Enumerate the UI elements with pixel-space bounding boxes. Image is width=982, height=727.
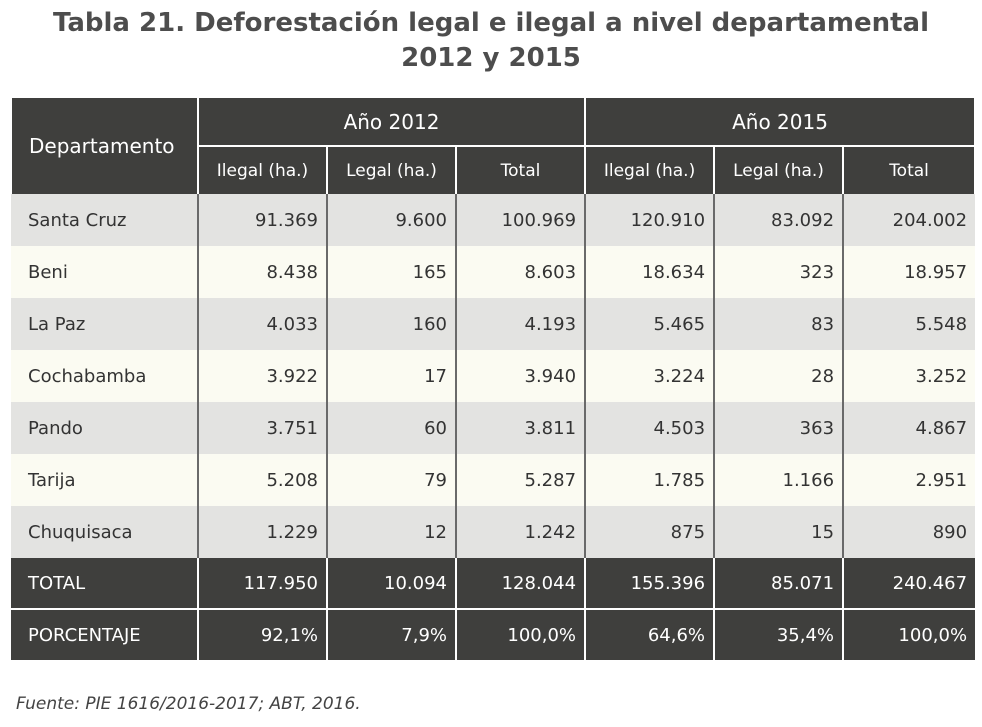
table-cell: 7,9% [326,610,456,660]
table-cell: 8.603 [454,246,586,298]
table-cell: 3.811 [454,402,586,454]
table-cell: 64,6% [584,610,715,660]
row-divider [11,608,976,610]
column-group-2012: Año 2012 [196,98,587,147]
column-header-departamento: Departamento [10,98,199,194]
table-cell: 12 [326,506,456,558]
source-note: Fuente: PIE 1616/2016-2017; ABT, 2016. [16,694,361,714]
table-cell: 17 [326,350,456,402]
table-cell: 160 [326,298,456,350]
table-cell: 1.785 [584,454,715,506]
table-cell: 2.951 [842,454,976,506]
column-header-legal-2015: Legal (ha.) [713,146,845,194]
row-label: Beni [11,246,198,298]
table-row: Chuquisaca 1.229 12 1.242 875 15 890 [11,506,976,558]
table-body: Santa Cruz 91.369 9.600 100.969 120.910 83.09… [11,194,976,660]
table-cell: 85.071 [713,558,844,608]
table-row: Santa Cruz 91.369 9.600 100.969 120.910 83.09… [11,194,976,246]
table-cell: 15 [713,506,844,558]
table-cell: 100,0% [842,610,976,660]
table-cell: 323 [713,246,844,298]
table-cell: 5.465 [584,298,715,350]
table-row: Tarija 5.208 79 5.287 1.785 1.166 2.951 [11,454,976,506]
table-cell: 4.193 [454,298,586,350]
table-title: Tabla 21. Deforestación legal e ilegal a… [0,6,982,76]
column-header-total-2012: Total [454,146,587,194]
table-cell: 128.044 [454,558,586,608]
table-cell: 10.094 [326,558,456,608]
header-row-subcolumns: Ilegal (ha.) Legal (ha.) Total Ilegal (h… [11,146,977,194]
table-cell: 83 [713,298,844,350]
table-cell: 9.600 [326,194,456,246]
table-cell: 3.252 [842,350,976,402]
row-label: Cochabamba [11,350,198,402]
table-cell: 204.002 [842,194,976,246]
table-cell: 4.033 [197,298,327,350]
table-cell: 8.438 [197,246,327,298]
column-header-ilegal-2012: Ilegal (ha.) [197,146,328,194]
table-cell: 100.969 [454,194,586,246]
column-header-ilegal-2015: Ilegal (ha.) [584,146,716,194]
row-label: Tarija [11,454,198,506]
deforestation-table: Departamento Año 2012 Año 2015 Ilegal (h… [10,98,977,660]
table-cell: 1.166 [713,454,844,506]
table-cell: 117.950 [197,558,327,608]
table-title-line-2: 2012 y 2015 [401,43,581,73]
table-cell: 83.092 [713,194,844,246]
table-cell: 165 [326,246,456,298]
table-cell: 5.208 [197,454,327,506]
table-cell: 1.242 [454,506,586,558]
total-row: TOTAL 117.950 10.094 128.044 155.396 85.071 24… [11,558,976,608]
table-cell: 18.634 [584,246,715,298]
table-row: Cochabamba 3.922 17 3.940 3.224 28 3.252 [11,350,976,402]
column-header-total-2015: Total [842,146,977,194]
table-cell: 100,0% [454,610,586,660]
table-cell: 3.922 [197,350,327,402]
table-cell: 4.867 [842,402,976,454]
table-cell: 890 [842,506,976,558]
table-cell: 3.940 [454,350,586,402]
table-cell: 35,4% [713,610,844,660]
table-cell: 363 [713,402,844,454]
row-label: Pando [11,402,198,454]
table-cell: 240.467 [842,558,976,608]
table-cell: 79 [326,454,456,506]
table-row: La Paz 4.033 160 4.193 5.465 83 5.548 [11,298,976,350]
table-cell: 5.287 [454,454,586,506]
row-label: Santa Cruz [11,194,198,246]
row-label: TOTAL [11,558,198,608]
percentage-row: PORCENTAJE 92,1% 7,9% 100,0% 64,6% 35,4% 100,0… [11,610,976,660]
table-cell: 60 [326,402,456,454]
table-cell: 120.910 [584,194,715,246]
column-group-2015: Año 2015 [584,98,977,147]
table-cell: 155.396 [584,558,715,608]
header-row-years: Departamento Año 2012 Año 2015 [10,98,977,194]
column-header-legal-2012: Legal (ha.) [326,146,457,194]
table-cell: 1.229 [197,506,327,558]
table-row: Beni 8.438 165 8.603 18.634 323 18.957 [11,246,976,298]
table-cell: 3.751 [197,402,327,454]
table-row: Pando 3.751 60 3.811 4.503 363 4.867 [11,402,976,454]
table-cell: 18.957 [842,246,976,298]
row-label: La Paz [11,298,198,350]
row-divider-cell [11,608,976,610]
table-cell: 3.224 [584,350,715,402]
table-title-line-1: Tabla 21. Deforestación legal e ilegal a… [52,8,929,38]
table-cell: 4.503 [584,402,715,454]
row-label: Chuquisaca [11,506,198,558]
table-cell: 28 [713,350,844,402]
table-cell: 5.548 [842,298,976,350]
table-cell: 92,1% [197,610,327,660]
table-cell: 91.369 [197,194,327,246]
row-label: PORCENTAJE [11,610,198,660]
table-cell: 875 [584,506,715,558]
